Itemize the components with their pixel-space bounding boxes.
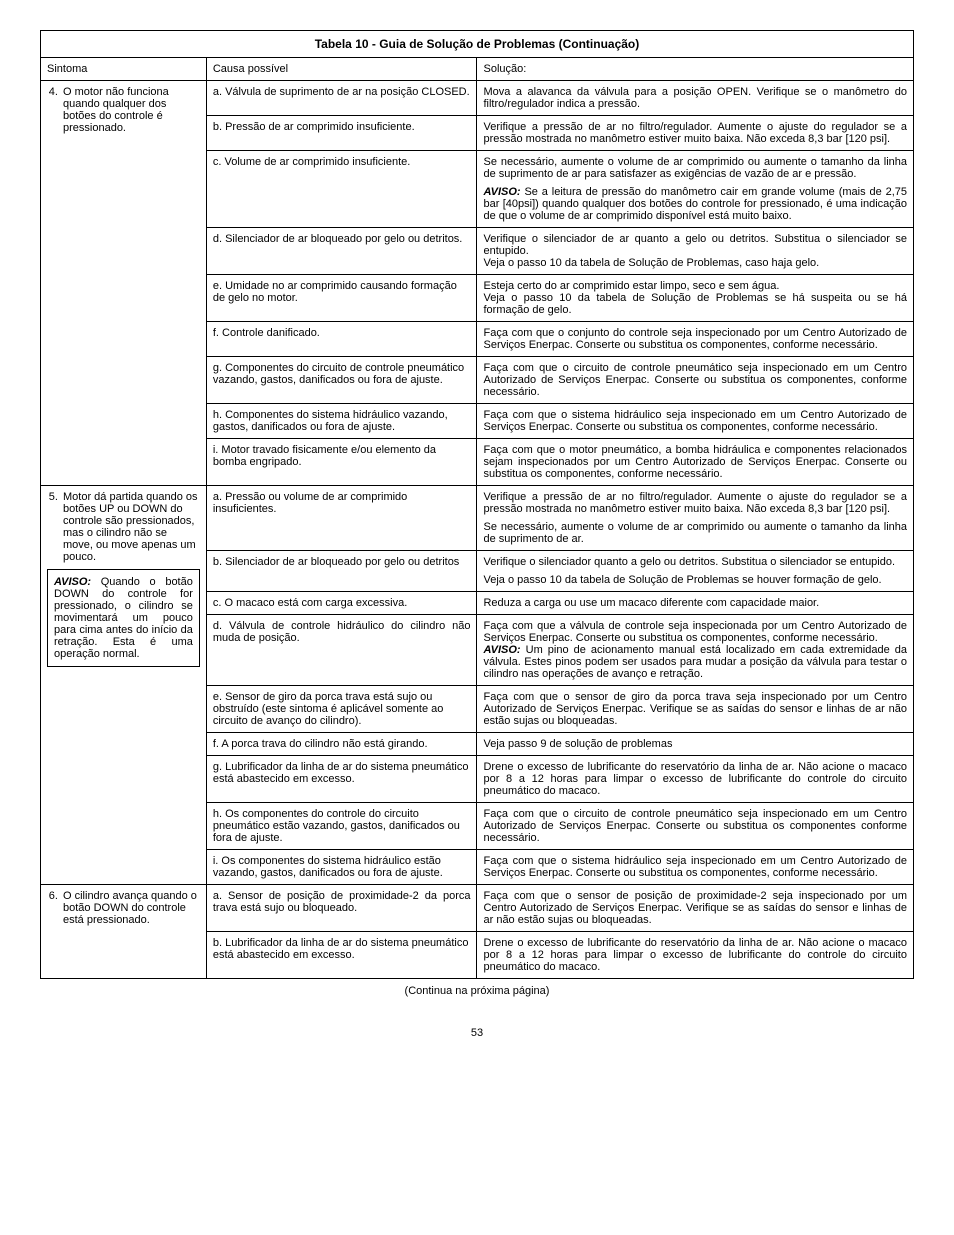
solution-cell: Faça com que o sensor de posição de prox… (477, 885, 914, 932)
cause-cell: d. Silenciador de ar bloqueado por gelo … (206, 228, 477, 275)
cause-cell: b. Silenciador de ar bloqueado por gelo … (206, 551, 477, 592)
table-header-row: Sintoma Causa possível Solução: (41, 58, 914, 81)
aviso-label: AVISO: (483, 186, 520, 198)
aviso-label: AVISO: (483, 644, 520, 656)
symptom-4-text: O motor não funciona quando qualquer dos… (61, 86, 200, 134)
aviso-text: Quando o botão DOWN do controle for pres… (54, 576, 193, 660)
symptom-cell: Motor dá partida quando os botões UP ou … (41, 486, 207, 885)
cause-cell: a. Sensor de posição de proximidade-2 da… (206, 885, 477, 932)
cause-cell: b. Lubrificador da linha de ar do sistem… (206, 932, 477, 979)
continua-label: (Continua na próxima página) (40, 985, 914, 997)
symptom-cell: O motor não funciona quando qualquer dos… (41, 81, 207, 486)
symptom-5-aviso-box: AVISO: Quando o botão DOWN do controle f… (47, 569, 200, 667)
cause-cell: h. Os componentes do controle do circuit… (206, 803, 477, 850)
cause-cell: g. Lubrificador da linha de ar do sistem… (206, 756, 477, 803)
solution-cell: Faça com que o sistema hidráulico seja i… (477, 850, 914, 885)
solution-text: Verifique o silenciador de ar quanto a g… (483, 233, 907, 257)
symptom-6-text: O cilindro avança quando o botão DOWN do… (61, 890, 200, 926)
header-causa: Causa possível (206, 58, 477, 81)
cause-cell: b. Pressão de ar comprimido insuficiente… (206, 116, 477, 151)
solution-text: Verifique o silenciador quanto a gelo ou… (483, 556, 907, 568)
solution-cell: Drene o excesso de lubrificante do reser… (477, 756, 914, 803)
cause-cell: a. Pressão ou volume de ar comprimido in… (206, 486, 477, 551)
solution-cell: Esteja certo do ar comprimido estar limp… (477, 275, 914, 322)
cause-cell: c. Volume de ar comprimido insuficiente. (206, 151, 477, 228)
solution-text: Se necessário, aumente o volume de ar co… (483, 156, 907, 180)
solution-cell: Reduza a carga ou use um macaco diferent… (477, 592, 914, 615)
table-row: O motor não funciona quando qualquer dos… (41, 81, 914, 116)
table-title: Tabela 10 - Guia de Solução de Problemas… (41, 31, 914, 58)
page-number: 53 (40, 1027, 914, 1039)
symptom-cell: O cilindro avança quando o botão DOWN do… (41, 885, 207, 979)
solution-cell: Se necessário, aumente o volume de ar co… (477, 151, 914, 228)
solution-cell: Faça com que o conjunto do controle seja… (477, 322, 914, 357)
solution-aviso: AVISO: Se a leitura de pressão do manôme… (483, 186, 907, 222)
header-sintoma: Sintoma (41, 58, 207, 81)
solution-cell: Veja passo 9 de solução de problemas (477, 733, 914, 756)
solution-text: Faça com que a válvula de controle seja … (483, 620, 907, 644)
cause-cell: f. A porca trava do cilindro não está gi… (206, 733, 477, 756)
cause-cell: a. Válvula de suprimento de ar na posiçã… (206, 81, 477, 116)
symptom-5-text: Motor dá partida quando os botões UP ou … (61, 491, 200, 563)
solution-cell: Faça com que o sensor de giro da porca t… (477, 686, 914, 733)
solution-text: Veja o passo 10 da tabela de Solução de … (483, 257, 907, 269)
solution-cell: Drene o excesso de lubrificante do reser… (477, 932, 914, 979)
troubleshooting-table: Tabela 10 - Guia de Solução de Problemas… (40, 30, 914, 979)
solution-text: Veja o passo 10 da tabela de Solução de … (483, 574, 907, 586)
table-row: Motor dá partida quando os botões UP ou … (41, 486, 914, 551)
cause-cell: e. Umidade no ar comprimido causando for… (206, 275, 477, 322)
solution-text: Um pino de acionamento manual está local… (483, 644, 907, 680)
solution-cell: Faça com que o circuito de controle pneu… (477, 803, 914, 850)
cause-cell: f. Controle danificado. (206, 322, 477, 357)
cause-cell: e. Sensor de giro da porca trava está su… (206, 686, 477, 733)
cause-cell: g. Componentes do circuito de controle p… (206, 357, 477, 404)
cause-cell: d. Válvula de controle hidráulico do cil… (206, 615, 477, 686)
cause-cell: i. Motor travado fisicamente e/ou elemen… (206, 439, 477, 486)
solution-cell: Verifique o silenciador quanto a gelo ou… (477, 551, 914, 592)
aviso-label: AVISO: (54, 576, 91, 588)
solution-text: Veja o passo 10 da tabela de Solução de … (483, 292, 907, 316)
solution-cell: Faça com que o sistema hidráulico seja i… (477, 404, 914, 439)
solution-cell: Faça com que a válvula de controle seja … (477, 615, 914, 686)
cause-cell: c. O macaco está com carga excessiva. (206, 592, 477, 615)
aviso-text: Se a leitura de pressão do manômetro cai… (483, 186, 907, 222)
header-solucao: Solução: (477, 58, 914, 81)
solution-cell: Verifique a pressão de ar no filtro/regu… (477, 116, 914, 151)
table-row: O cilindro avança quando o botão DOWN do… (41, 885, 914, 932)
solution-text: Esteja certo do ar comprimido estar limp… (483, 280, 907, 292)
solution-cell: Faça com que o motor pneumático, a bomba… (477, 439, 914, 486)
solution-text: Verifique a pressão de ar no filtro/regu… (483, 491, 907, 515)
solution-cell: Mova a alavanca da válvula para a posiçã… (477, 81, 914, 116)
solution-cell: Faça com que o circuito de controle pneu… (477, 357, 914, 404)
solution-cell: Verifique a pressão de ar no filtro/regu… (477, 486, 914, 551)
solution-cell: Verifique o silenciador de ar quanto a g… (477, 228, 914, 275)
table-title-row: Tabela 10 - Guia de Solução de Problemas… (41, 31, 914, 58)
cause-cell: h. Componentes do sistema hidráulico vaz… (206, 404, 477, 439)
cause-cell: i. Os componentes do sistema hidráulico … (206, 850, 477, 885)
solution-text: Se necessário, aumente o volume de ar co… (483, 521, 907, 545)
